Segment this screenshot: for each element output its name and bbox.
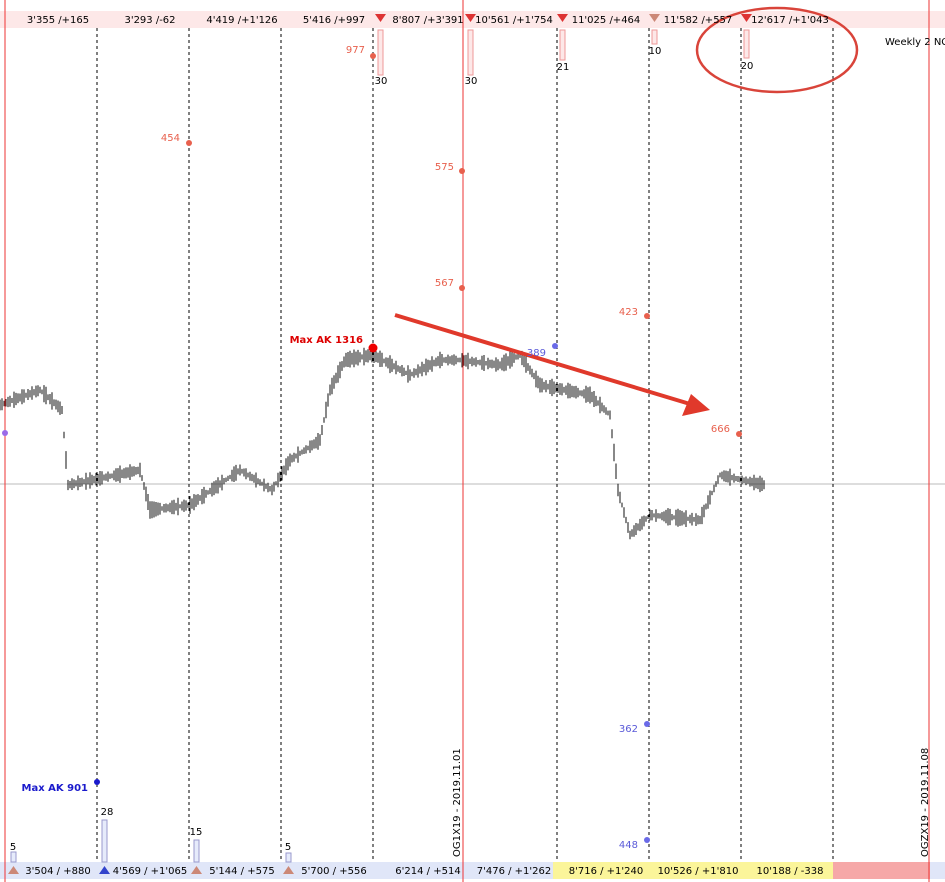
marker-label: 28 — [101, 807, 114, 818]
point-dot — [552, 343, 558, 349]
max-label: Max AK 901 — [22, 783, 89, 794]
marker-label: 5 — [10, 842, 16, 853]
marker-label: 21 — [557, 62, 570, 73]
point-label: 567 — [435, 278, 454, 289]
point-dot — [459, 168, 465, 174]
point-label: 389 — [527, 348, 546, 359]
point-dot — [736, 431, 742, 437]
legend: Weekly 2 NC — [885, 37, 945, 48]
top-bar-label: 10'561 /+1'754 — [475, 15, 553, 26]
marker-label: 30 — [375, 76, 388, 87]
point-label: 362 — [619, 724, 638, 735]
marker-label: 10 — [649, 46, 662, 57]
marker-arrow — [557, 14, 568, 22]
marker-arrow — [465, 14, 476, 22]
marker-label: 5 — [285, 842, 291, 853]
contract-label: OG1X19 - 2019.11.01 — [452, 748, 463, 857]
bottom-bar-highlight — [553, 862, 833, 879]
point-label: 423 — [619, 307, 638, 318]
point-label: 454 — [161, 133, 180, 144]
volume-marker — [377, 29, 384, 76]
contract-label: OGZX19 - 2019.11.08 — [920, 748, 931, 857]
volume-marker — [10, 851, 17, 863]
bottom-bar-highlight — [833, 862, 930, 879]
marker-arrow — [99, 866, 110, 874]
top-bar — [0, 11, 945, 28]
trend-arrow-head — [682, 394, 710, 416]
bottom-bar-label: 5'144 / +575 — [209, 866, 274, 877]
bottom-bar-label: 5'700 / +556 — [301, 866, 366, 877]
bottom-bar-label: 10'526 / +1'810 — [658, 866, 739, 877]
marker-label: 15 — [190, 827, 203, 838]
volume-marker — [743, 29, 750, 59]
bottom-bar-label: 6'214 / +514 — [395, 866, 460, 877]
marker-arrow — [741, 14, 752, 22]
point-dot — [644, 837, 650, 843]
max-label: Max AK 1316 — [290, 335, 363, 346]
top-bar-label: 11'025 /+464 — [572, 15, 641, 26]
point-dot — [186, 140, 192, 146]
bottom-bar-label: 10'188 / -338 — [757, 866, 824, 877]
bottom-bar-label: 4'569 / +1'065 — [113, 866, 188, 877]
trend-arrow — [394, 313, 691, 406]
point-dot — [2, 430, 8, 436]
volume-marker — [559, 29, 566, 61]
max-dot — [94, 779, 100, 785]
max-dot — [368, 343, 378, 353]
point-dot — [644, 313, 650, 319]
volume-marker — [467, 29, 474, 76]
point-label: 977 — [346, 45, 365, 56]
marker-arrow — [8, 866, 19, 874]
top-bar-label: 12'617 /+1'043 — [751, 15, 829, 26]
volume-marker — [193, 839, 200, 863]
point-label: 575 — [435, 162, 454, 173]
top-bar-label: 8'807 /+3'391 — [392, 15, 463, 26]
marker-arrow — [283, 866, 294, 874]
marker-arrow — [191, 866, 202, 874]
top-bar-label: 3'355 /+165 — [27, 15, 89, 26]
point-label: 666 — [711, 424, 730, 435]
price-bars — [0, 347, 765, 540]
top-bar-label: 11'582 /+557 — [664, 15, 733, 26]
bottom-bar-label: 3'504 / +880 — [25, 866, 90, 877]
marker-label: 30 — [465, 76, 478, 87]
week-lines — [96, 28, 834, 862]
volume-marker — [101, 819, 108, 863]
point-dot — [459, 285, 465, 291]
marker-label: 20 — [741, 61, 754, 72]
marker-arrow — [375, 14, 386, 22]
point-dot — [370, 53, 376, 59]
point-dot — [644, 721, 650, 727]
top-bar-label: 4'419 /+1'126 — [206, 15, 277, 26]
volume-marker — [285, 852, 292, 863]
point-label: 448 — [619, 840, 638, 851]
bottom-bar-label: 8'716 / +1'240 — [569, 866, 644, 877]
top-bar-label: 5'416 /+997 — [303, 15, 365, 26]
highlight-circle — [695, 6, 859, 94]
bottom-bar-label: 7'476 / +1'262 — [477, 866, 552, 877]
volume-marker — [651, 29, 658, 45]
marker-arrow — [649, 14, 660, 22]
top-bar-label: 3'293 /-62 — [124, 15, 175, 26]
